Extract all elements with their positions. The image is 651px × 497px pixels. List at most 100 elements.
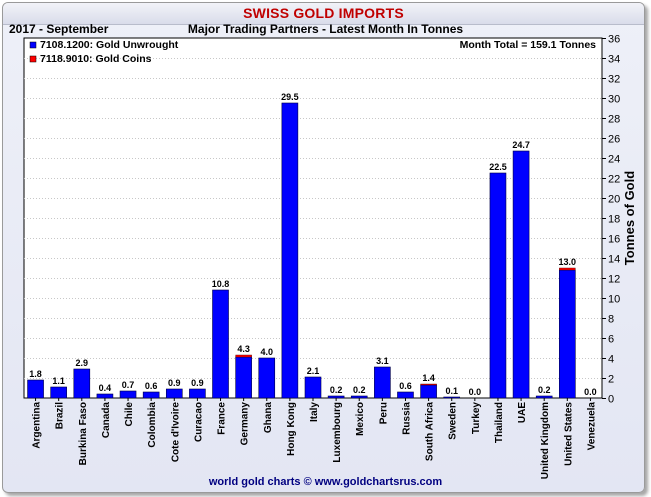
data-label: 2.1 xyxy=(307,366,320,376)
bar-unwrought xyxy=(258,357,276,399)
title-bar: SWISS GOLD IMPORTS xyxy=(3,3,644,25)
bar-coins xyxy=(559,267,576,271)
data-label: 0.2 xyxy=(538,385,551,395)
x-tick-label: Thailand xyxy=(494,402,505,443)
bar-unwrought xyxy=(212,289,229,399)
data-label: 0.7 xyxy=(122,380,135,390)
y-tick-label: 16 xyxy=(608,234,620,246)
x-tick-label: Turkey xyxy=(471,402,482,434)
data-label: 0.0 xyxy=(584,387,597,397)
y-tick-label: 24 xyxy=(608,154,620,166)
x-tick-label: Ghana xyxy=(263,402,274,434)
y-tick-label: 8 xyxy=(608,314,614,326)
bar-unwrought xyxy=(235,356,252,399)
y-tick-label: 4 xyxy=(608,354,614,366)
data-label: 10.8 xyxy=(212,279,230,289)
x-tick-label: Germany xyxy=(240,402,251,446)
x-tick-label: Luxembourg xyxy=(332,402,343,463)
bar-unwrought xyxy=(420,384,437,399)
bar-coins xyxy=(420,383,437,386)
bar-unwrought xyxy=(397,391,414,399)
bar-unwrought xyxy=(119,390,137,399)
data-label: 22.5 xyxy=(489,162,507,172)
bar-unwrought xyxy=(189,388,206,399)
bar-unwrought xyxy=(374,366,391,399)
x-tick-label: Brazil xyxy=(55,402,66,429)
y-tick-label: 6 xyxy=(608,334,614,346)
bar-unwrought xyxy=(304,376,322,399)
data-label: 4.3 xyxy=(237,344,250,354)
x-tick-label: United States xyxy=(563,402,574,466)
footer-credit: world gold charts © www.goldchartsrus.co… xyxy=(208,476,443,488)
bar-unwrought xyxy=(165,388,183,399)
bar-unwrought xyxy=(350,395,368,399)
data-label: 4.0 xyxy=(261,347,274,357)
bar-unwrought xyxy=(559,269,576,399)
legend-label: 7118.9010: Gold Coins xyxy=(40,53,152,65)
x-tick-label: UAE xyxy=(517,402,528,423)
x-tick-label: Russia xyxy=(401,402,412,435)
x-tick-label: United Kingdom xyxy=(540,402,551,479)
bar-unwrought xyxy=(96,393,114,399)
legend-label: 7108.1200: Gold Unwrought xyxy=(40,39,179,51)
bar-coins xyxy=(235,354,252,358)
y-tick-label: 30 xyxy=(608,94,620,106)
bar-unwrought xyxy=(327,395,345,399)
y-axis-label: Tonnes of Gold xyxy=(622,171,637,265)
data-label: 0.9 xyxy=(168,378,181,388)
bar-unwrought xyxy=(535,395,553,399)
legend-swatch xyxy=(29,55,37,63)
bar-unwrought xyxy=(50,386,67,399)
x-tick-label: Venezuela xyxy=(586,402,597,451)
x-tick-label: Burkina Faso xyxy=(78,402,89,465)
bar-unwrought xyxy=(443,396,461,399)
bar-unwrought xyxy=(27,379,44,399)
period-label: 2017 - September xyxy=(9,22,109,36)
data-label: 24.7 xyxy=(512,140,530,150)
x-tick-label: Argentina xyxy=(32,402,43,449)
x-tick-label: Canada xyxy=(101,402,112,439)
x-tick-label: Chile xyxy=(124,402,135,427)
data-label: 1.4 xyxy=(422,373,435,383)
x-tick-label: Mexico xyxy=(355,402,366,436)
y-tick-label: 28 xyxy=(608,114,620,126)
data-label: 0.2 xyxy=(353,385,366,395)
legend-swatch xyxy=(29,41,37,49)
data-label: 0.2 xyxy=(330,385,343,395)
y-tick-label: 26 xyxy=(608,134,620,146)
data-label: 0.4 xyxy=(99,383,112,393)
x-tick-label: France xyxy=(217,402,228,435)
y-tick-label: 36 xyxy=(608,34,620,46)
x-tick-label: Sweden xyxy=(448,402,459,440)
x-tick-label: Curacao xyxy=(193,402,204,442)
bar-unwrought xyxy=(281,102,299,399)
data-label: 0.6 xyxy=(399,381,412,391)
bar-unwrought xyxy=(489,172,507,399)
x-tick-label: Peru xyxy=(378,402,389,424)
data-label: 13.0 xyxy=(559,257,577,267)
month-total-annotation: Month Total = 159.1 Tonnes xyxy=(460,39,597,51)
y-tick-label: 20 xyxy=(608,194,620,206)
chart-subtitle: Major Trading Partners - Latest Month In… xyxy=(187,22,464,36)
data-label: 29.5 xyxy=(281,92,299,102)
x-tick-label: Hong Kong xyxy=(286,402,297,456)
bar-unwrought xyxy=(512,150,530,399)
x-tick-label: Cote d'Ivoire xyxy=(170,402,181,463)
data-label: 0.0 xyxy=(469,387,482,397)
data-label: 0.1 xyxy=(445,386,458,396)
bar-unwrought xyxy=(142,391,160,399)
y-tick-label: 0 xyxy=(608,394,614,406)
y-tick-label: 34 xyxy=(608,54,620,66)
chart-title: SWISS GOLD IMPORTS xyxy=(243,5,404,21)
data-label: 2.9 xyxy=(76,358,89,368)
x-tick-label: Italy xyxy=(309,402,320,422)
data-label: 0.6 xyxy=(145,381,158,391)
y-tick-label: 10 xyxy=(608,294,620,306)
y-tick-label: 12 xyxy=(608,274,620,286)
y-tick-label: 14 xyxy=(608,254,620,266)
data-label: 0.9 xyxy=(191,378,204,388)
y-tick-label: 2 xyxy=(608,374,614,386)
y-tick-label: 32 xyxy=(608,74,620,86)
data-label: 1.1 xyxy=(52,376,65,386)
